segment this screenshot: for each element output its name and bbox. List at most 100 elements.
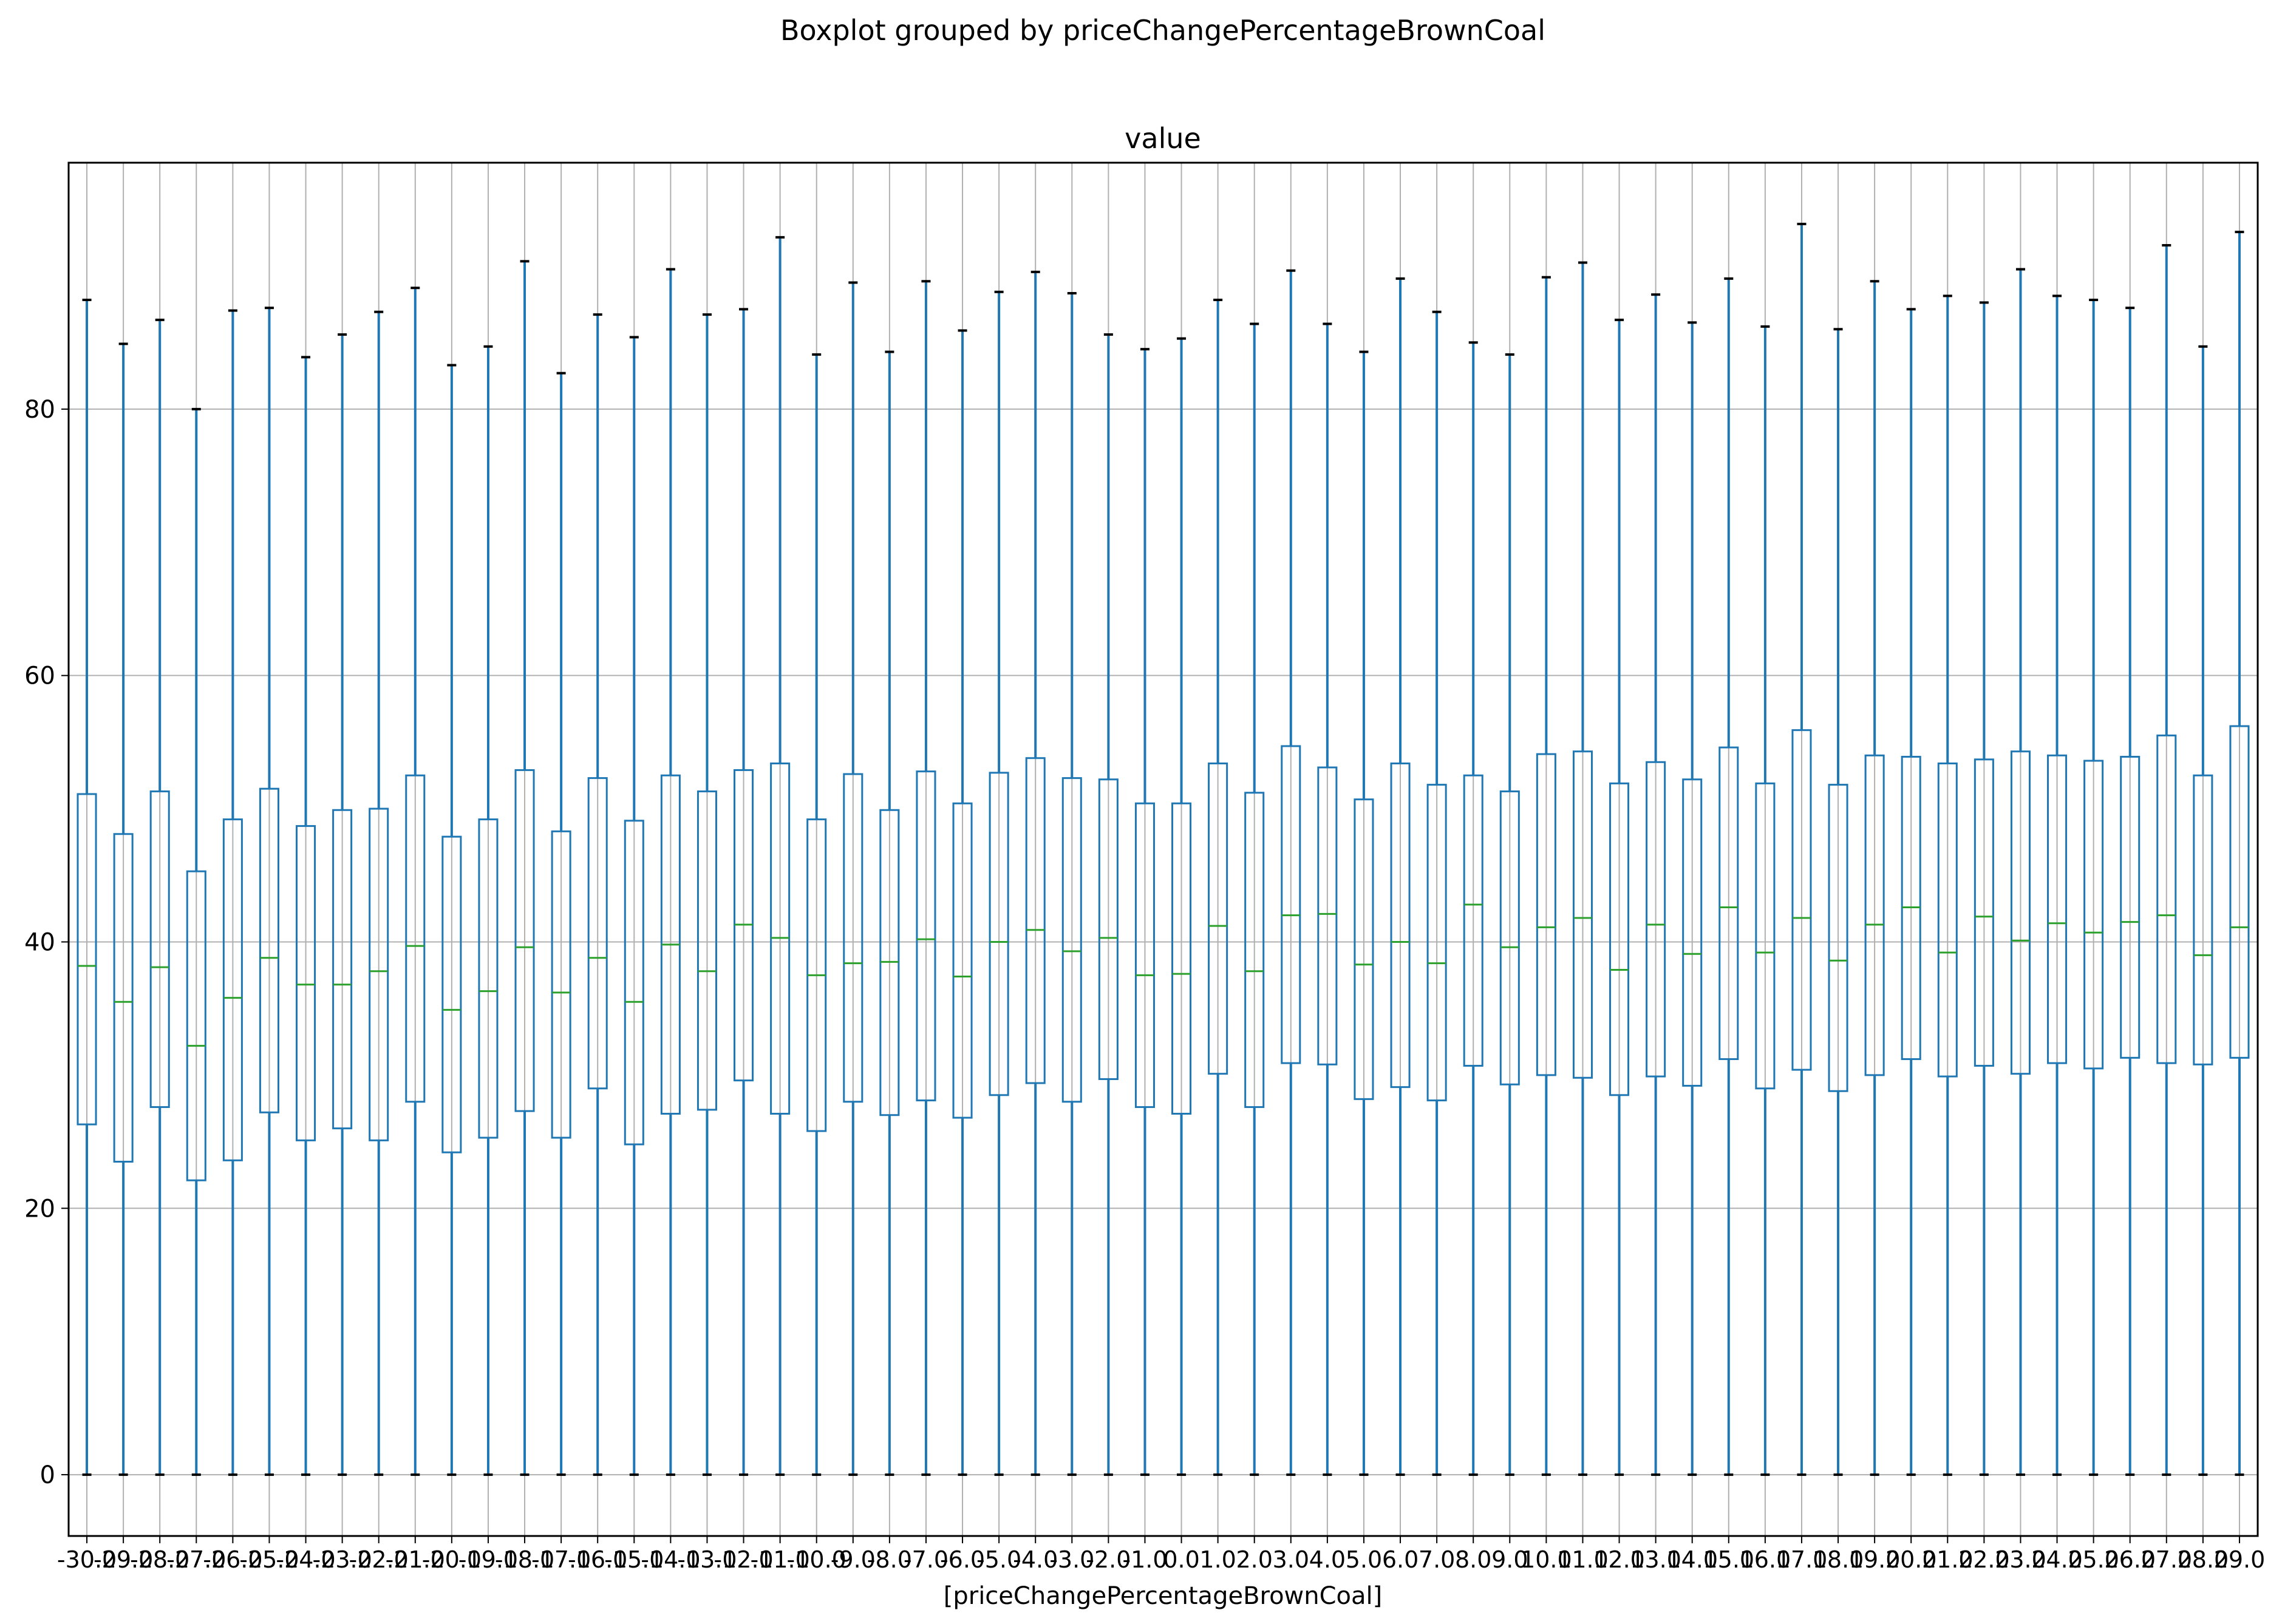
- x-tick-label: -11.0: [750, 1546, 809, 1573]
- box-iqr: [1244, 792, 1265, 1109]
- x-tick-label: -14.0: [641, 1546, 700, 1573]
- box-iqr: [1025, 757, 1046, 1084]
- box-group: [222, 309, 243, 1476]
- box-iqr: [1463, 774, 1483, 1067]
- box-iqr: [1281, 745, 1301, 1064]
- box-iqr: [369, 807, 389, 1141]
- x-tick-label: -18.0: [495, 1546, 554, 1573]
- box-iqr: [1609, 782, 1630, 1096]
- box-iqr: [113, 833, 134, 1163]
- box-group: [770, 236, 791, 1476]
- box-group: [1061, 292, 1082, 1476]
- x-tick-label: -19.0: [458, 1546, 518, 1573]
- box-iqr: [843, 773, 863, 1103]
- y-tick-label: 0: [40, 1461, 55, 1489]
- x-tick-label: 9.0: [1491, 1546, 1528, 1573]
- x-tick-label: -8.0: [867, 1546, 912, 1573]
- x-tick-label: -27.0: [166, 1546, 226, 1573]
- x-tick-label: 3.0: [1273, 1546, 1309, 1573]
- box-group: [441, 364, 462, 1476]
- box-iqr: [77, 793, 97, 1126]
- box-iqr: [1317, 766, 1338, 1065]
- box-group: [1572, 261, 1593, 1476]
- box-group: [2229, 231, 2250, 1476]
- box-group: [1317, 322, 1338, 1476]
- box-iqr: [1354, 798, 1374, 1100]
- y-tick-label: 60: [24, 662, 55, 690]
- y-tick-label: 20: [24, 1195, 55, 1223]
- box-iqr: [989, 772, 1009, 1096]
- box-group: [2120, 307, 2141, 1476]
- box-group: [879, 350, 900, 1476]
- x-tick-label: 19.0: [1849, 1546, 1901, 1573]
- box-iqr: [149, 790, 170, 1109]
- box-iqr: [2229, 725, 2250, 1059]
- x-tick-label: 23.0: [1995, 1546, 2046, 1573]
- box-group: [1244, 322, 1265, 1476]
- x-tick-label: -4.0: [1013, 1546, 1058, 1573]
- box-iqr: [952, 802, 973, 1119]
- box-iqr: [478, 818, 499, 1139]
- box-group: [2010, 268, 2031, 1476]
- x-tick-label: 6.0: [1382, 1546, 1419, 1573]
- box-group: [1864, 280, 1885, 1476]
- x-tick-label: -10.0: [787, 1546, 846, 1573]
- x-tick-label: 13.0: [1630, 1546, 1681, 1573]
- box-iqr: [1646, 761, 1666, 1078]
- box-iqr: [2120, 756, 2141, 1059]
- box-iqr: [405, 774, 426, 1103]
- box-group: [697, 313, 717, 1476]
- x-tick-label: 5.0: [1346, 1546, 1382, 1573]
- box-iqr: [1499, 790, 1520, 1085]
- box-group: [1499, 353, 1520, 1476]
- box-group: [1426, 310, 1447, 1476]
- ticks: 020406080-30.0-29.0-28.0-27.0-26.0-25.0-…: [24, 396, 2265, 1573]
- box-group: [1791, 222, 1812, 1476]
- x-tick-label: -22.0: [349, 1546, 409, 1573]
- box-iqr: [624, 820, 644, 1146]
- x-tick-label: -21.0: [386, 1546, 445, 1573]
- x-tick-label: 21.0: [1922, 1546, 1974, 1573]
- x-tick-label: 16.0: [1740, 1546, 1791, 1573]
- box-iqr: [1718, 746, 1739, 1061]
- x-tick-label: 22.0: [1958, 1546, 2010, 1573]
- box-group: [1134, 348, 1155, 1476]
- box-iqr: [186, 870, 206, 1181]
- box-group: [1390, 277, 1411, 1476]
- box-iqr: [222, 818, 243, 1161]
- x-tick-label: -23.0: [312, 1546, 372, 1573]
- x-tick-label: -13.0: [677, 1546, 737, 1573]
- axes-frame: [67, 161, 2259, 1537]
- x-tick-label: 18.0: [1813, 1546, 1864, 1573]
- box-group: [2083, 298, 2104, 1476]
- box-iqr: [1572, 750, 1593, 1079]
- box-iqr: [1791, 729, 1812, 1071]
- box-group: [806, 353, 827, 1476]
- chart-suptitle: Boxplot grouped by priceChangePercentage…: [780, 14, 1545, 47]
- box-iqr: [1974, 758, 1994, 1067]
- box-group: [1281, 269, 1301, 1476]
- box-group: [916, 280, 936, 1476]
- box-group: [1974, 301, 1994, 1476]
- box-group: [1718, 277, 1739, 1476]
- box-group: [1098, 333, 1119, 1476]
- box-iqr: [1937, 762, 1958, 1078]
- box-group: [1755, 325, 1776, 1476]
- box-group: [369, 310, 389, 1476]
- x-tick-label: 10.0: [1521, 1546, 1572, 1573]
- box-group: [1354, 350, 1374, 1476]
- x-tick-label: -12.0: [714, 1546, 773, 1573]
- x-tick-label: -29.0: [94, 1546, 153, 1573]
- box-iqr: [259, 787, 279, 1113]
- box-iqr: [1208, 762, 1228, 1075]
- box-iqr: [1755, 782, 1776, 1090]
- box-iqr: [1098, 778, 1119, 1080]
- box-iqr: [1828, 784, 1848, 1092]
- x-tick-label: -6.0: [940, 1546, 985, 1573]
- y-tick-label: 40: [24, 928, 55, 956]
- box-group: [332, 333, 353, 1476]
- x-tick-label: -30.0: [57, 1546, 117, 1573]
- box-iqr: [1171, 802, 1192, 1115]
- box-iqr: [916, 770, 936, 1102]
- box-group: [1609, 318, 1630, 1476]
